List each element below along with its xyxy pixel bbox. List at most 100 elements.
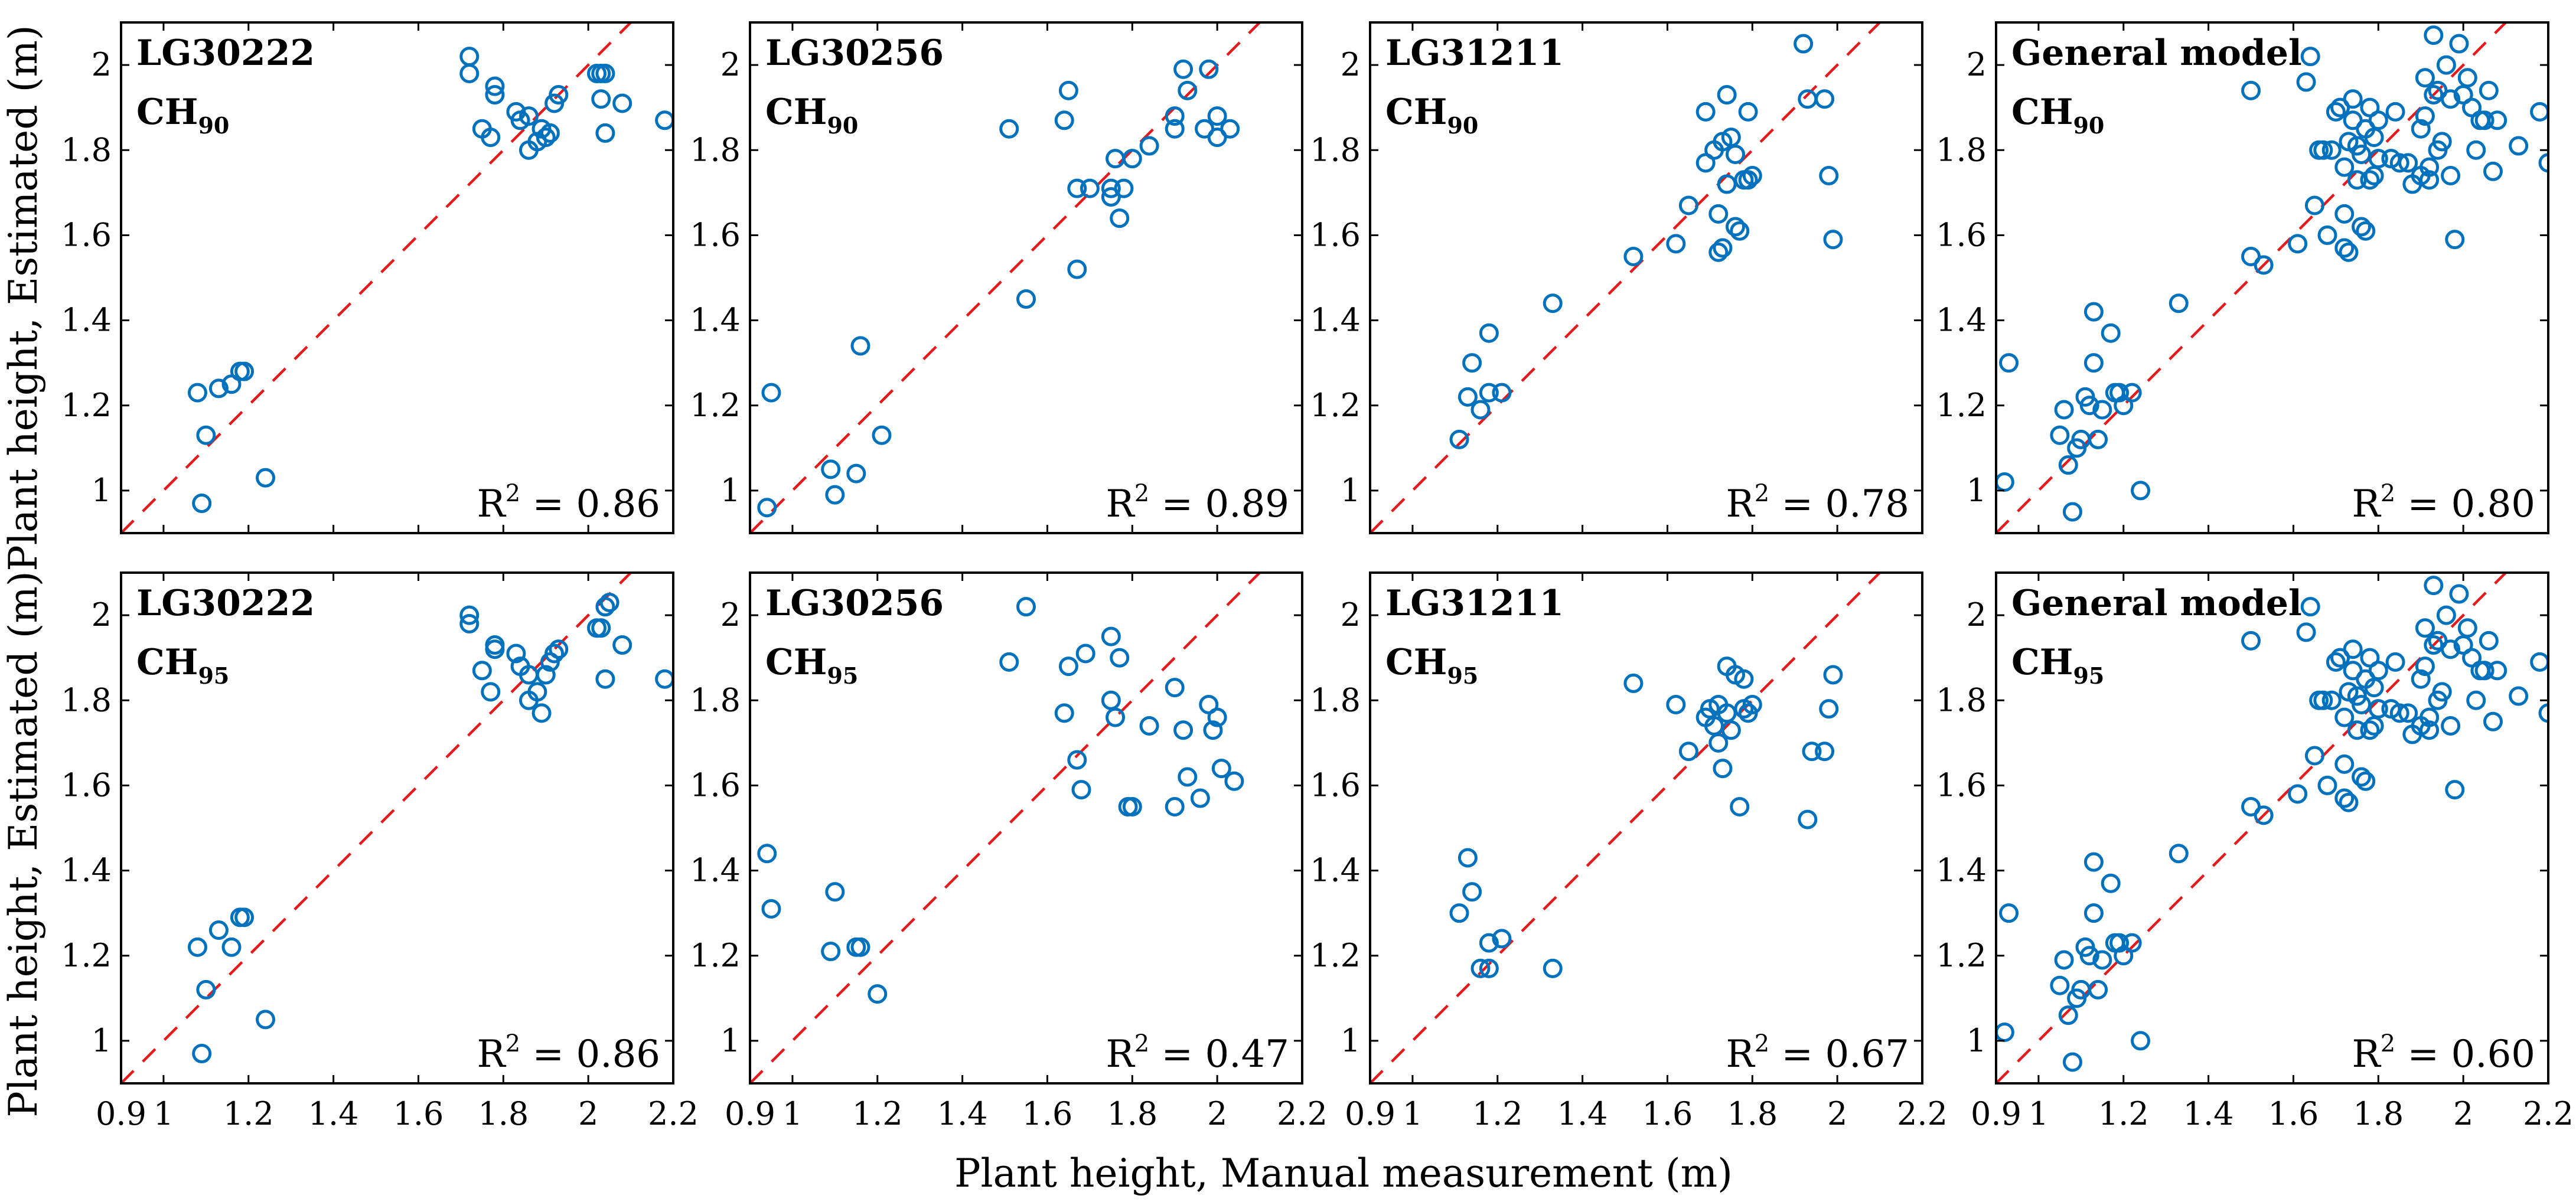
data-point [761, 383, 781, 403]
panel-ch-subscript: 95 [1447, 662, 1478, 689]
data-point [2436, 55, 2456, 75]
r2-exponent: 2 [1755, 480, 1769, 507]
data-point [2445, 780, 2465, 800]
data-point [549, 639, 569, 659]
x-tick-label: 2 [1827, 1095, 1847, 1132]
data-point [2474, 661, 2495, 681]
data-point [187, 383, 207, 403]
data-point [1114, 178, 1134, 198]
data-point [1721, 720, 1741, 740]
x-tick-label: 1.2 [223, 1095, 274, 1132]
data-point [1101, 178, 1121, 198]
data-point [2441, 89, 2461, 109]
data-point [2483, 711, 2503, 731]
data-point [2441, 716, 2461, 736]
x-tick-label: 1.8 [2353, 1095, 2404, 1132]
data-point [1794, 34, 1814, 54]
panel-ch-label: CH95 [765, 642, 858, 689]
data-point [1139, 716, 1159, 736]
data-point [1067, 178, 1087, 198]
y-tick-label: 1.4 [1936, 852, 1987, 889]
data-point [2083, 353, 2104, 373]
data-point [2420, 170, 2440, 190]
data-point [1819, 699, 1839, 719]
x-tick-label: 2 [2453, 1095, 2473, 1132]
y-tick-label: 2 [1341, 596, 1361, 633]
r2-value: = 0.86 [520, 482, 660, 526]
data-point [757, 498, 777, 518]
data-point [999, 652, 1019, 672]
data-point [1708, 204, 1729, 224]
data-point [1802, 742, 1822, 762]
data-point [2334, 754, 2355, 774]
panel-ch-label: CH90 [765, 92, 858, 139]
data-point [1101, 690, 1121, 710]
data-point [1479, 958, 1499, 978]
data-point [234, 361, 255, 381]
r2-value: = 0.60 [2395, 1033, 2535, 1076]
data-point [234, 907, 255, 927]
panel-ch-subscript: 95 [2073, 662, 2104, 689]
y-tick-label: 2 [1967, 596, 1987, 633]
x-tick-label: 1 [154, 1095, 174, 1132]
data-point [1165, 796, 1185, 816]
data-point [1815, 742, 1835, 762]
data-point [2538, 703, 2548, 723]
data-point [485, 85, 505, 105]
data-point [1999, 903, 2019, 923]
data-point [825, 485, 845, 505]
data-point [2079, 946, 2099, 966]
data-point [1106, 149, 1126, 169]
x-tick-label: 1.8 [478, 1095, 529, 1132]
y-tick-label: 1.8 [61, 681, 112, 718]
y-tick-label: 1.8 [1936, 681, 1987, 718]
data-point [757, 844, 777, 864]
panel-ch-subscript: 90 [827, 112, 858, 139]
data-point [1996, 472, 2014, 492]
data-point [2054, 400, 2074, 420]
data-point [1203, 720, 1223, 740]
data-point [1178, 80, 1198, 100]
y-tick-label: 1 [92, 1022, 112, 1059]
y-tick-label: 2 [1967, 46, 1987, 83]
data-point [1016, 597, 1036, 617]
data-point [591, 89, 611, 109]
data-point [1058, 80, 1078, 100]
panel-name: LG31211 [1385, 583, 1564, 624]
data-point [1207, 707, 1227, 727]
y-tick-label: 1.6 [1936, 766, 1987, 803]
data-point [2054, 950, 2074, 970]
data-point [549, 85, 569, 105]
y-tick-label: 1.6 [1310, 216, 1361, 253]
data-point [1823, 665, 1843, 685]
data-point [1479, 383, 1499, 403]
data-point [1708, 242, 1729, 262]
x-tick-label: 1.2 [852, 1095, 903, 1132]
y-tick-label: 1.2 [690, 937, 741, 974]
y-tick-label: 1 [1341, 472, 1361, 509]
data-point [1122, 149, 1142, 169]
data-point [2479, 80, 2499, 100]
x-tick-label: 1.2 [1472, 1095, 1523, 1132]
data-point [1054, 110, 1074, 130]
r2-value: = 0.89 [1149, 482, 1289, 526]
data-point [1470, 400, 1491, 420]
y-tick-label: 1.4 [1310, 852, 1361, 889]
x-tick-label: 2.2 [648, 1095, 699, 1132]
data-point [2326, 102, 2346, 122]
data-point [2424, 25, 2444, 45]
data-point [1457, 387, 1478, 407]
y-tick-label: 1 [1967, 1022, 1987, 1059]
data-point [2509, 136, 2529, 156]
data-point [846, 463, 866, 484]
data-point [2321, 140, 2342, 160]
data-point [1462, 353, 1482, 373]
data-point [1742, 166, 1762, 185]
data-point [2131, 1031, 2151, 1051]
data-point [519, 106, 539, 126]
data-point [1730, 796, 1750, 816]
data-point [2411, 669, 2431, 689]
data-point [1224, 771, 1244, 791]
